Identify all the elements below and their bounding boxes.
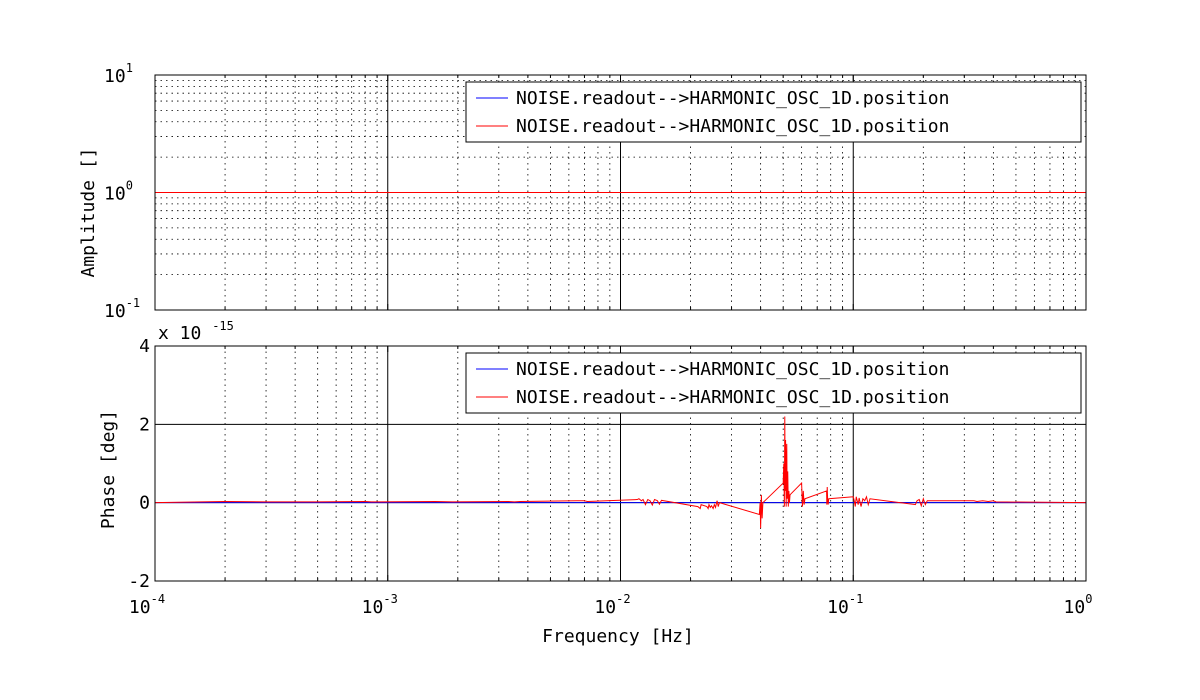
x-tick-label: 10-2 (594, 592, 630, 618)
phase-y-scale-exponent: -15 (212, 319, 234, 333)
amplitude-legend-entry-2: NOISE.readout-->HARMONIC_OSC_1D.position (516, 116, 949, 137)
phase-axes (154, 345, 1087, 582)
phase-legend-entry-2: NOISE.readout-->HARMONIC_OSC_1D.position (516, 387, 949, 408)
amplitude-y-ticks: 101 100 10-1 (104, 61, 140, 322)
amplitude-legend: NOISE.readout-->HARMONIC_OSC_1D.position… (465, 81, 1082, 143)
phase-legend: NOISE.readout-->HARMONIC_OSC_1D.position… (465, 352, 1082, 414)
x-tick-labels: 10-4 10-3 10-2 10-1 100 (129, 592, 1093, 618)
x-axis-label: Frequency [Hz] (542, 626, 694, 647)
phase-series-line-2 (154, 416, 1087, 529)
amplitude-y-tick-label: 100 (104, 179, 133, 205)
amplitude-legend-entry-1: NOISE.readout-->HARMONIC_OSC_1D.position (516, 88, 949, 109)
x-tick-label: 10-1 (827, 592, 863, 618)
x-tick-label: 10-4 (129, 592, 165, 618)
x-tick-label: 100 (1064, 592, 1093, 618)
amplitude-legend-box (465, 81, 1082, 143)
amplitude-y-tick-label: 10-1 (104, 296, 140, 322)
phase-legend-box (465, 352, 1082, 414)
x-tick-label: 10-3 (362, 592, 398, 618)
amplitude-y-tick-label: 101 (104, 61, 133, 87)
amplitude-axes (154, 74, 1087, 311)
amplitude-y-label: Amplitude [] (78, 147, 99, 277)
phase-series (154, 416, 1087, 529)
phase-y-tick-label: 2 (139, 414, 150, 435)
phase-legend-entry-1: NOISE.readout-->HARMONIC_OSC_1D.position (516, 359, 949, 380)
phase-y-scale-multiplier: x 10 -15 (158, 319, 234, 344)
phase-y-ticks: 4 2 0 -2 (128, 336, 150, 592)
phase-y-tick-label: -2 (128, 571, 150, 592)
phase-y-label: Phase [deg] (98, 410, 119, 529)
phase-y-tick-label: 0 (139, 493, 150, 514)
phase-y-scale-note: x 10 (158, 323, 201, 344)
phase-y-tick-label: 4 (139, 336, 150, 357)
